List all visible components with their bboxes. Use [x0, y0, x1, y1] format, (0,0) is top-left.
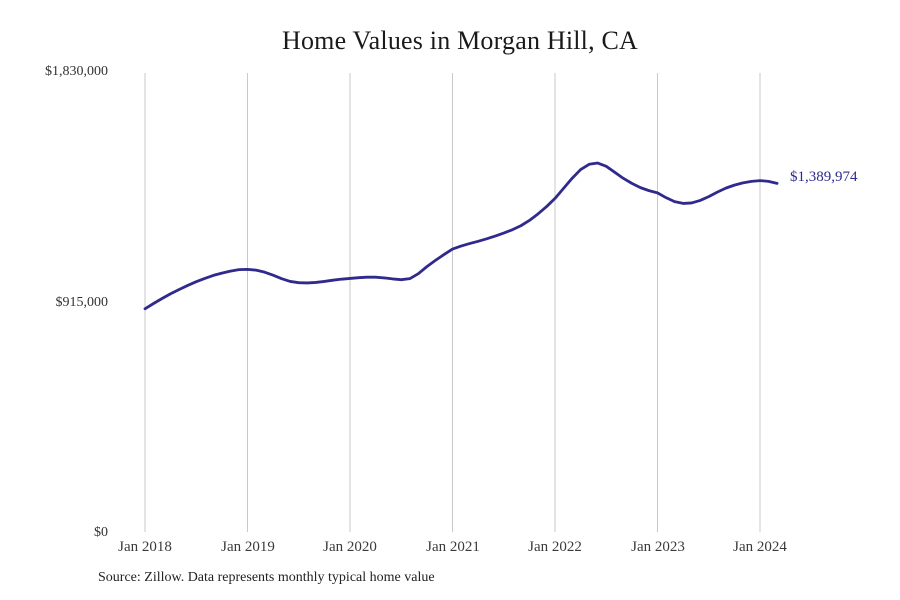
x-axis-tick-label-2023: Jan 2023: [631, 539, 685, 555]
latest-value-label: $1,389,974: [790, 169, 858, 185]
y-axis-tick-label-max: $1,830,000: [45, 64, 108, 79]
chart-title: Home Values in Morgan Hill, CA: [281, 26, 639, 55]
source-note: Source: Zillow. Data represents monthly …: [98, 570, 435, 585]
y-axis-tick-label-mid: $915,000: [55, 295, 109, 310]
x-axis-tick-label-2021: Jan 2021: [426, 539, 480, 555]
x-axis-tick-label-2024: Jan 2024: [733, 539, 787, 555]
x-axis-tick-label-2019: Jan 2019: [221, 539, 275, 555]
home-value-line-series: [143, 161, 779, 311]
x-axis-tick-label-2018: Jan 2018: [118, 539, 172, 555]
y-axis-tick-label-zero: $0: [94, 525, 108, 540]
x-axis-tick-label-2020: Jan 2020: [323, 539, 377, 555]
x-axis-tick-label-2022: Jan 2022: [528, 539, 582, 555]
